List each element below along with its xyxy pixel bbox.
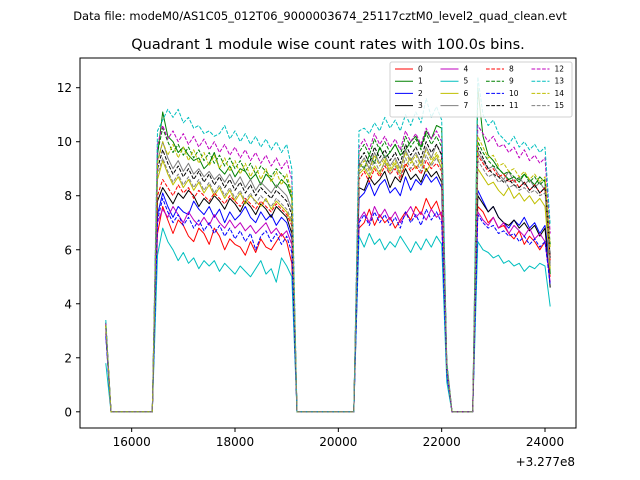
legend-label-0: 0 xyxy=(418,65,423,74)
series-10-line xyxy=(105,197,551,413)
series-15-line xyxy=(105,154,551,413)
legend-label-11: 11 xyxy=(509,101,519,110)
legend-label-8: 8 xyxy=(509,65,514,74)
y-tick-label: 8 xyxy=(64,189,72,203)
series-5-line xyxy=(105,227,551,413)
series-2-line xyxy=(105,173,551,413)
x-tick-label: 16000 xyxy=(113,435,151,449)
series-0-line xyxy=(105,197,551,413)
y-tick-label: 4 xyxy=(64,297,72,311)
x-tick-label: 24000 xyxy=(526,435,564,449)
legend-label-12: 12 xyxy=(555,65,565,74)
legend-box xyxy=(389,61,573,118)
legend-label-2: 2 xyxy=(418,89,423,98)
y-tick-label: 12 xyxy=(57,81,72,95)
x-axis: 16000 18000 20000 22000 24000 xyxy=(113,428,564,449)
y-axis: 0 2 4 6 8 10 12 xyxy=(57,81,80,419)
y-tick-label: 2 xyxy=(64,351,72,365)
x-tick-label: 22000 xyxy=(423,435,461,449)
legend-label-5: 5 xyxy=(464,77,469,86)
series-3-line xyxy=(105,168,551,413)
x-offset-label: +3.277e8 xyxy=(516,455,575,469)
series-lines xyxy=(105,76,551,413)
y-tick-label: 0 xyxy=(64,405,72,419)
legend-label-3: 3 xyxy=(418,101,423,110)
legend-label-13: 13 xyxy=(555,77,565,86)
series-6-line xyxy=(105,154,551,413)
chart-title: Quadrant 1 module wise count rates with … xyxy=(131,37,525,53)
y-tick-label: 10 xyxy=(57,135,72,149)
x-tick-label: 18000 xyxy=(216,435,254,449)
legend-label-6: 6 xyxy=(464,89,469,98)
y-tick-label: 6 xyxy=(64,243,72,257)
series-8-line xyxy=(105,154,551,413)
plot-frame xyxy=(79,57,577,429)
legend-label-1: 1 xyxy=(418,77,423,86)
legend-label-9: 9 xyxy=(509,77,514,86)
series-9-line xyxy=(105,127,551,413)
legend-label-7: 7 xyxy=(464,101,469,110)
legend-label-14: 14 xyxy=(555,89,565,98)
x-tick-label: 20000 xyxy=(319,435,357,449)
data-file-label: Data file: modeM0/AS1C05_012T06_90000036… xyxy=(73,9,567,23)
legend-label-4: 4 xyxy=(464,65,469,74)
legend-label-10: 10 xyxy=(509,89,519,98)
series-4-line xyxy=(105,206,551,413)
series-13-line xyxy=(105,76,551,413)
legend-label-15: 15 xyxy=(555,101,565,110)
